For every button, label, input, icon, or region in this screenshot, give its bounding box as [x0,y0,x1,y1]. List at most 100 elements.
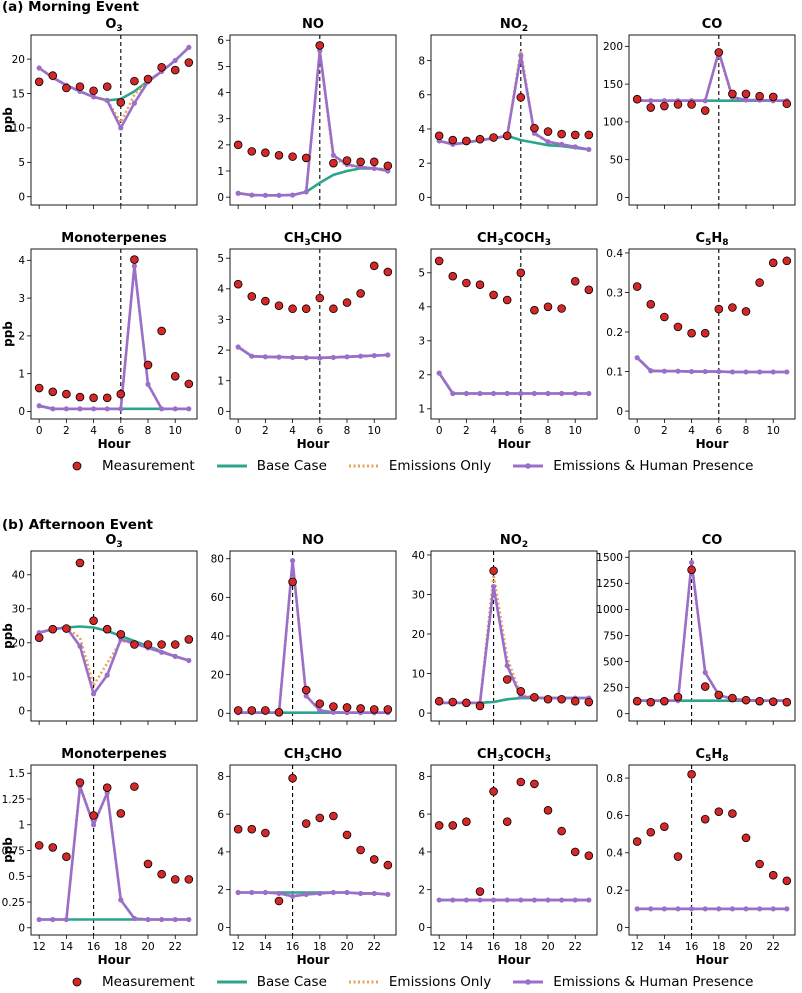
measurement-point [369,261,379,271]
plot-frame [628,764,796,936]
measurement-point [543,127,553,136]
panel-12: Monoterpenes 0 0.25 0.5 0.75 1 1.25 1.5 12 14 16 18… [1,747,198,967]
panel-title: CH3CHO [284,747,342,764]
y-tick-label: 20 [211,669,224,681]
measurement-point [687,100,696,109]
y-tick-label: 0 [418,922,425,934]
human-presence-point [159,406,165,412]
measurement-point [369,157,379,167]
measurement-point [584,130,594,140]
measurement-point [530,779,539,789]
y-tick-label: 60 [211,592,224,604]
measurement-point [233,279,243,289]
human-presence-point [518,52,524,59]
x-tick-label: 6 [117,425,124,437]
measurement-point [170,372,180,381]
y-tick-label: 6 [217,35,224,47]
measurement-point [632,94,642,104]
measurement-point [157,63,166,72]
y-tick-label: 5 [18,157,25,169]
section-b-title: (b) Afternoon Event [2,517,154,533]
legend-base-case: Base Case [216,458,327,474]
measurement-point [755,859,764,869]
measurement-point [782,697,792,707]
y-tick-label: 750 [603,630,623,642]
y-tick-label: 1 [217,376,224,388]
measurement-point [714,48,724,57]
human-presence-point [317,707,323,713]
panel-title: Monoterpenes [61,231,167,246]
series-emissions-human-presence [636,356,787,374]
measurement-point [34,77,44,87]
human-presence-point [90,406,97,412]
human-presence-point [50,916,56,923]
human-presence-point [131,100,138,106]
measurement-point [184,635,194,644]
y-tick-label: 2 [217,345,224,357]
human-presence-point [172,406,178,412]
plot-frame [628,34,796,206]
y-tick-label: 10 [12,672,25,684]
panel-title: O3 [105,17,122,34]
human-presence-point [344,354,350,360]
panel-title: C5H8 [696,747,729,764]
measurement-point [782,876,792,886]
panel-title-part: 3 [545,238,551,248]
series-emissions-only [238,561,388,715]
legend-base-case-label: Base Case [256,974,327,990]
measurement-point [462,136,471,146]
y-tick-label: 2 [18,331,25,343]
measurement-point [741,833,751,843]
x-tick-label: 12 [432,941,445,953]
measurement-point [369,855,379,864]
measurement-point [261,706,270,715]
human-presence-point [729,906,736,912]
measurement-point [646,827,656,837]
human-presence-point [317,355,323,361]
y-tick-label: 0.6 [606,810,623,822]
x-tick-label: 6 [715,425,722,437]
human-presence-point [702,669,708,676]
x-tick-label: 14 [259,941,273,953]
measurement-point [687,770,696,779]
y-tick-label: 0.1 [606,366,623,378]
human-presence-point [303,355,309,361]
measurement-point [516,93,526,102]
plot-frame [628,550,796,722]
measurement-point [48,624,58,634]
measurement-point [646,697,656,707]
y-tick-label: 4 [217,847,224,859]
y-tick-label: 200 [603,41,623,53]
measurement-point [233,140,243,150]
human-presence-point [330,709,337,715]
y-tick-label: 30 [412,589,425,601]
measurement-point [462,698,471,708]
human-presence-point [371,352,377,359]
measurement-point [34,633,44,642]
plot-frame [628,248,796,420]
series-emissions-human-presence [38,264,189,411]
human-presence-point [262,889,268,896]
y-tick-label: 4 [18,255,25,267]
measurement-point [62,624,71,633]
human-presence-point [634,906,640,912]
human-presence-point [688,906,695,912]
measurement-point [687,565,696,575]
measurement-point [274,151,284,160]
y-tick-label: 0.75 [2,845,25,857]
measurement-point [673,692,683,702]
human-presence-point [235,889,241,896]
series-emissions-human-presence [237,345,388,360]
y-tick-label: 0 [217,406,224,418]
measurement-point [102,783,112,792]
measurement-point [687,328,696,338]
y-tick-label: 0.25 [2,897,25,909]
legend-b: Measurement Base Case Emissions Only Emi… [62,971,775,993]
measurement-point [632,282,642,291]
panel-title: CH3CHO [284,231,342,248]
panel-3: CO 0 50 100 150 200 [603,17,796,209]
measurement-point [782,99,792,109]
panel-title: Monoterpenes [61,747,167,762]
